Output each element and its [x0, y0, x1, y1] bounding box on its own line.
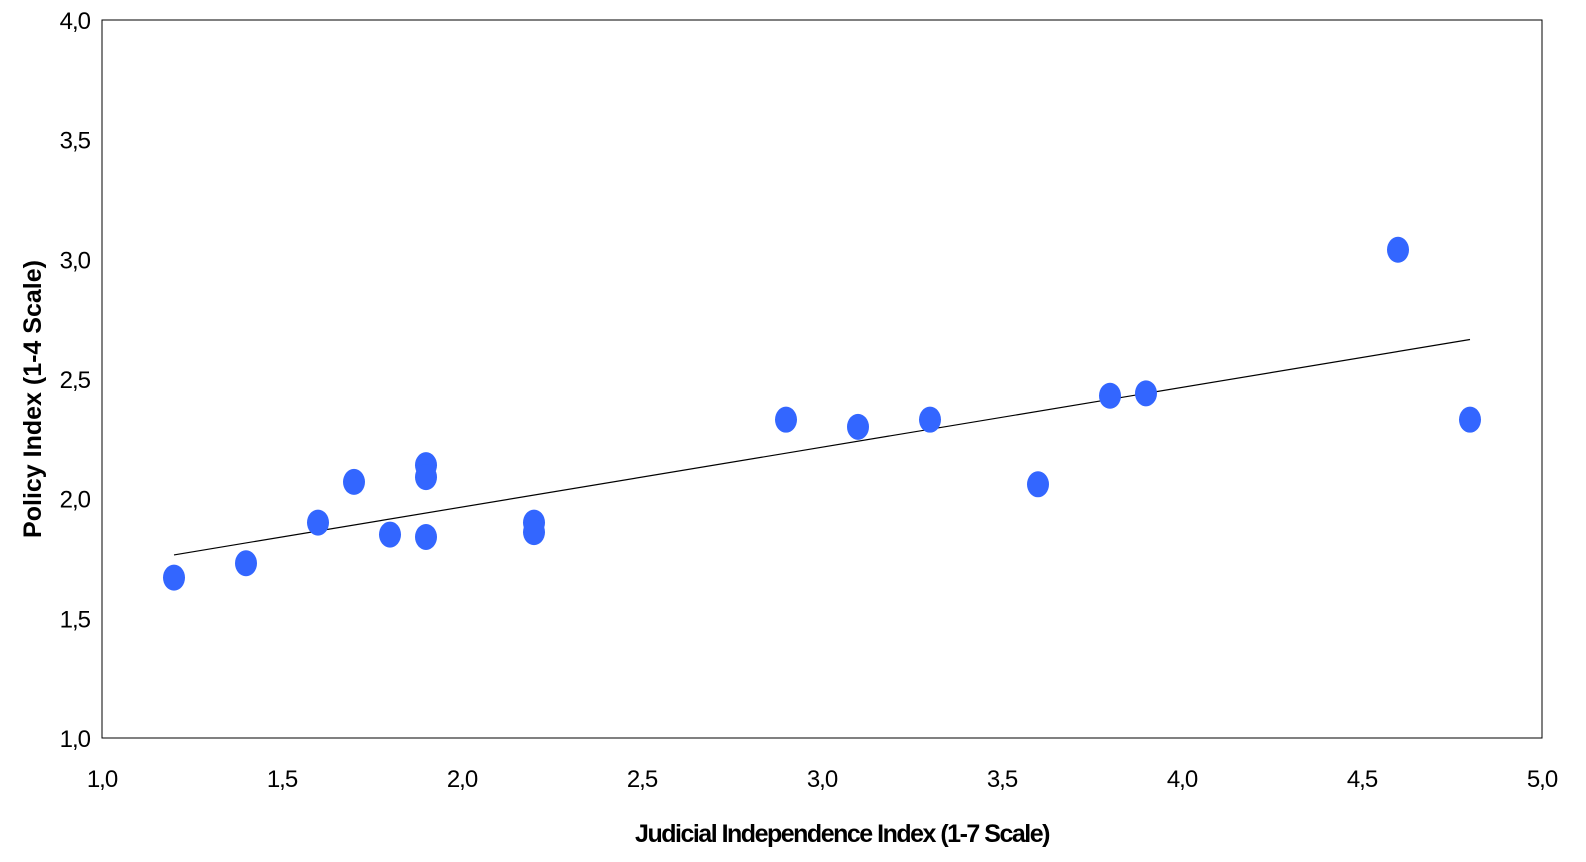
data-point — [1099, 382, 1121, 409]
data-point — [379, 521, 401, 548]
x-axis-title: Judicial Independence Index (1-7 Scale) — [635, 820, 1050, 848]
x-tick-label: 4,5 — [1347, 766, 1378, 793]
data-points — [163, 236, 1481, 591]
data-point — [919, 406, 941, 433]
x-tick-label: 3,0 — [807, 766, 838, 793]
y-tick-label: 2,5 — [60, 367, 91, 394]
data-point — [1387, 236, 1409, 263]
y-axis-title: Policy Index (1-4 Scale) — [19, 260, 47, 538]
x-axis-ticks: 1,0 1,5 2,0 2,5 3,0 3,5 4,0 4,5 5,0 — [87, 766, 1559, 793]
x-tick-label: 2,5 — [627, 766, 658, 793]
y-tick-label: 3,5 — [60, 128, 91, 155]
data-point — [163, 564, 185, 591]
data-point — [1135, 380, 1157, 407]
x-tick-label: 3,5 — [987, 766, 1018, 793]
data-point — [415, 464, 437, 491]
y-tick-label: 1,0 — [60, 726, 91, 753]
data-point — [343, 468, 365, 495]
data-point — [847, 413, 869, 440]
data-point — [1459, 406, 1481, 433]
plot-area — [101, 19, 1543, 739]
y-tick-label: 1,5 — [60, 606, 91, 633]
data-point — [307, 509, 329, 536]
data-point — [235, 550, 257, 577]
y-tick-label: 2,0 — [60, 487, 91, 514]
y-tick-label: 4,0 — [60, 8, 91, 35]
x-tick-label: 2,0 — [447, 766, 478, 793]
trendline — [173, 338, 1471, 556]
x-tick-label: 5,0 — [1527, 766, 1558, 793]
data-point — [775, 406, 797, 433]
y-tick-label: 3,0 — [60, 247, 91, 274]
x-tick-label: 4,0 — [1167, 766, 1198, 793]
x-tick-label: 1,5 — [267, 766, 298, 793]
y-axis-ticks: 1,0 1,5 2,0 2,5 3,0 3,5 4,0 — [60, 8, 92, 753]
data-point — [1027, 471, 1049, 498]
data-point — [415, 523, 437, 550]
data-point — [523, 519, 545, 546]
x-tick-label: 1,0 — [87, 766, 118, 793]
